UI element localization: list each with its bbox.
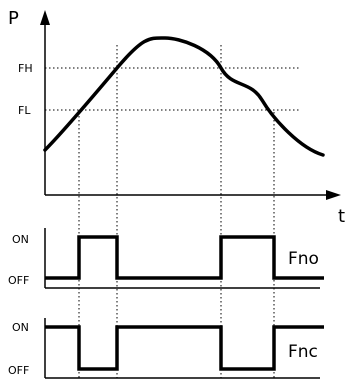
pressure-graph: P t FH FL <box>8 8 345 378</box>
x-axis-arrow-icon <box>326 190 341 200</box>
fno-on-label: ON <box>12 233 29 246</box>
y-axis-arrow-icon <box>40 10 50 25</box>
fnc-signal-name: Fnc <box>288 342 318 362</box>
y-axis-label: P <box>8 8 19 29</box>
fno-signal-name: Fno <box>288 249 319 269</box>
fno-signal-panel: ON OFF Fno <box>8 228 324 289</box>
fnc-on-label: ON <box>12 321 29 334</box>
fnc-waveform <box>45 325 324 371</box>
fnc-off-label: OFF <box>8 364 29 377</box>
fl-label: FL <box>18 104 31 117</box>
x-axis-label: t <box>338 206 345 227</box>
fno-waveform <box>45 235 324 280</box>
fh-label: FH <box>18 62 33 75</box>
fnc-signal-panel: ON OFF Fnc <box>8 318 324 379</box>
fno-off-label: OFF <box>8 274 29 287</box>
pressure-curve <box>43 36 325 157</box>
